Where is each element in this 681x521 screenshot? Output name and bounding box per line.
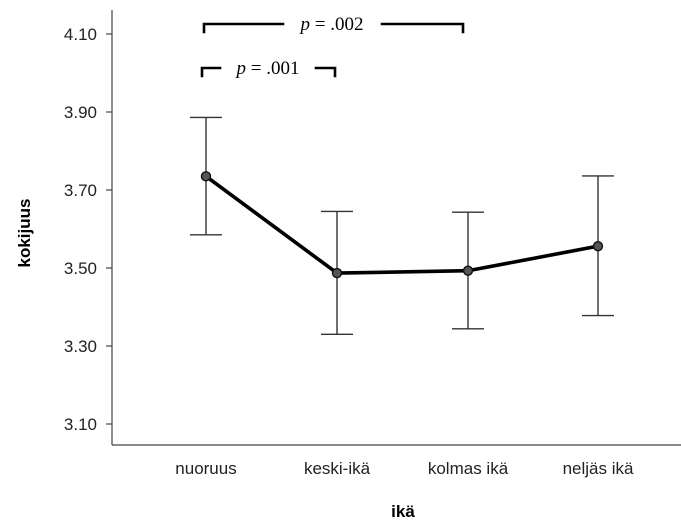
x-axis-title: ikä (391, 502, 415, 521)
y-tick-label: 4.10 (64, 25, 97, 44)
y-tick-label: 3.10 (64, 415, 97, 434)
data-point (200, 171, 212, 182)
p-value-label: p = .002 (299, 14, 364, 35)
significance-bracket: p = .002 (202, 14, 465, 35)
significance-annotations: p = .002 p = .001 (200, 14, 465, 79)
y-tick-label: 3.50 (64, 259, 97, 278)
p-value-label: p = .001 (235, 58, 300, 79)
x-axis-ticks: nuoruus keski-ikä kolmas ikä neljäs ikä (175, 459, 634, 478)
y-tick-label: 3.90 (64, 103, 97, 122)
x-tick-label: nuoruus (175, 459, 236, 478)
x-tick-label: neljäs ikä (563, 459, 634, 478)
x-tick-label: kolmas ikä (428, 459, 509, 478)
axes (111, 10, 681, 446)
x-tick-label: keski-ikä (304, 459, 371, 478)
data-point (592, 240, 604, 252)
significance-bracket: p = .001 (200, 58, 337, 79)
series (200, 171, 604, 279)
y-tick-label: 3.30 (64, 337, 97, 356)
y-axis-title: kokijuus (15, 199, 34, 268)
y-tick-label: 3.70 (64, 181, 97, 200)
y-axis-ticks: 3.10 3.30 3.50 3.70 3.90 4.10 (64, 25, 112, 434)
series-line (204, 174, 599, 275)
data-point (462, 265, 474, 276)
data-point (331, 267, 343, 279)
error-bars (190, 116, 614, 335)
